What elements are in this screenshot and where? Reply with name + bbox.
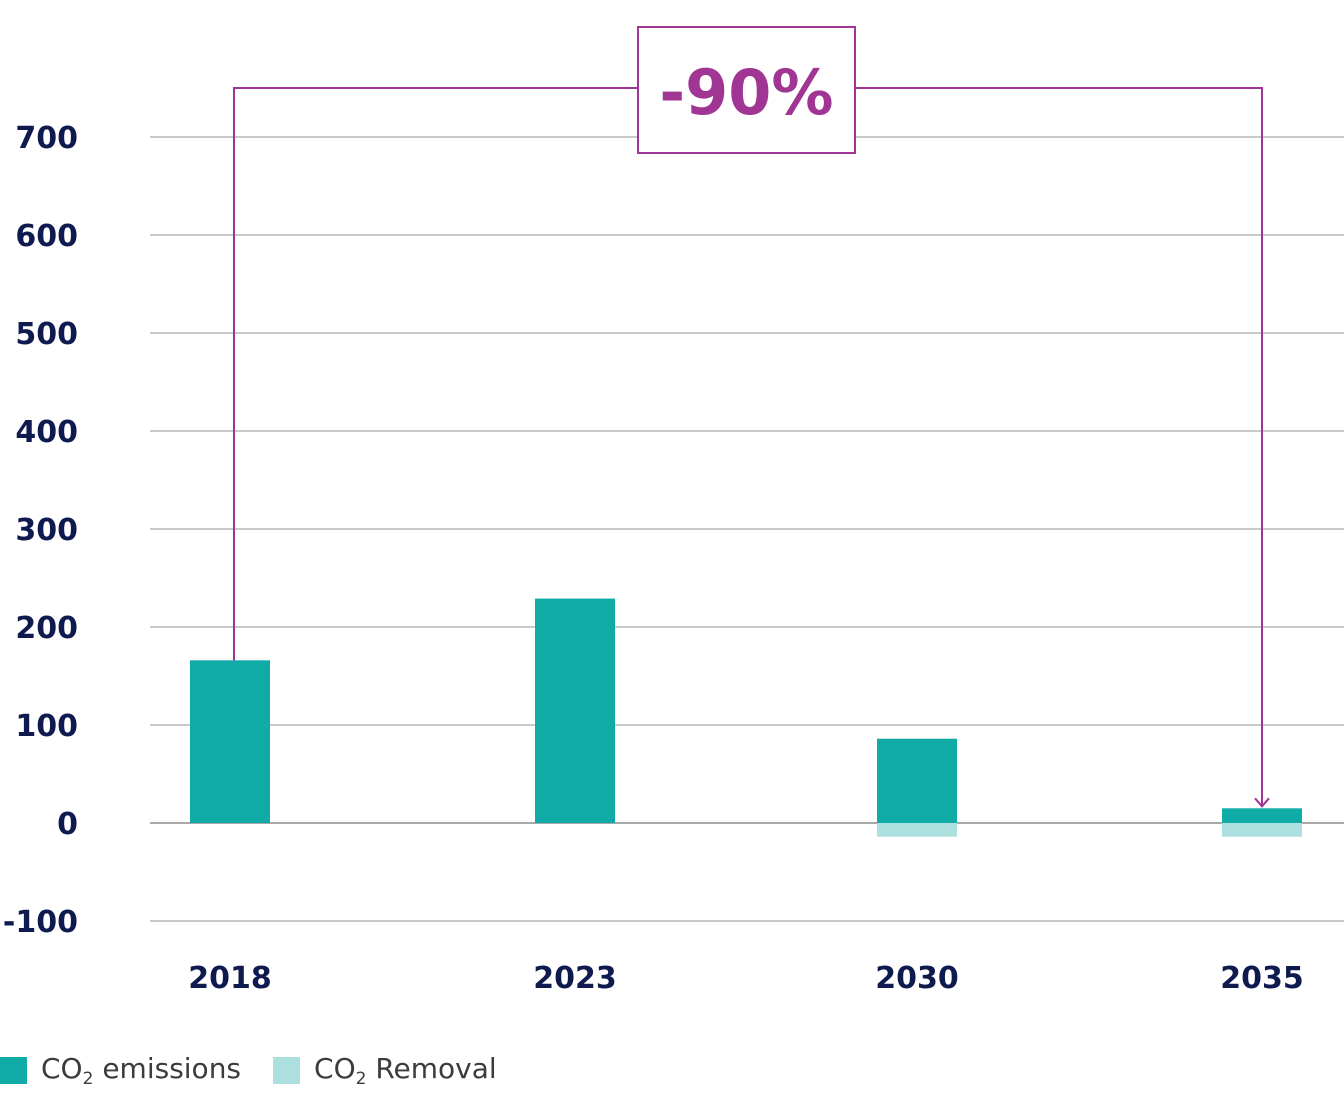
legend-item-co2-removal: CO2 Removal — [273, 1052, 497, 1089]
y-tick-label-700: 700 — [15, 121, 78, 156]
legend-swatch-co2-emissions — [0, 1056, 27, 1084]
bar-co2-emissions-2018 — [190, 660, 270, 823]
bars — [190, 598, 1302, 837]
annotation-label: -90% — [659, 56, 833, 129]
gridlines — [150, 136, 1344, 922]
y-tick-label-100: 100 — [15, 709, 78, 744]
y-tick-label-0: 0 — [57, 807, 78, 842]
legend-swatch-co2-removal — [273, 1056, 301, 1084]
y-tick-label-500: 500 — [15, 317, 78, 352]
bracket-left-line — [233, 87, 638, 661]
x-tick-label-2018: 2018 — [188, 961, 272, 996]
x-tick-label-2035: 2035 — [1220, 961, 1304, 996]
x-tick-label-2023: 2023 — [533, 961, 617, 996]
legend-label-co2-removal: CO2 Removal — [314, 1051, 497, 1089]
annotation-box — [637, 26, 856, 154]
y-tick-label-200: 200 — [15, 611, 78, 646]
legend-label-co2-emissions: CO2 emissions — [41, 1051, 242, 1089]
bracket-right-line — [855, 87, 1263, 807]
bracket-arrowhead-icon — [1254, 797, 1270, 808]
legend: CO2 emissions CO2 Removal — [0, 1050, 529, 1090]
x-axis: 2018 2023 2030 2035 — [188, 961, 1304, 996]
y-tick-label-300: 300 — [15, 513, 78, 548]
y-axis: 700 600 500 400 300 200 100 0 -100 — [3, 121, 78, 940]
x-tick-label-2030: 2030 — [875, 961, 959, 996]
bar-co2-removal-2030 — [877, 823, 957, 837]
bar-co2-emissions-2035 — [1222, 808, 1302, 823]
bar-co2-removal-2035 — [1222, 823, 1302, 837]
y-tick-label-400: 400 — [15, 415, 78, 450]
y-tick-label--100: -100 — [3, 905, 78, 940]
bar-co2-emissions-2030 — [877, 738, 957, 823]
y-tick-label-600: 600 — [15, 219, 78, 254]
legend-item-co2-emissions: CO2 emissions — [0, 1052, 241, 1089]
bar-co2-emissions-2023 — [535, 598, 615, 823]
reduction-annotation: -90% — [233, 26, 1270, 808]
